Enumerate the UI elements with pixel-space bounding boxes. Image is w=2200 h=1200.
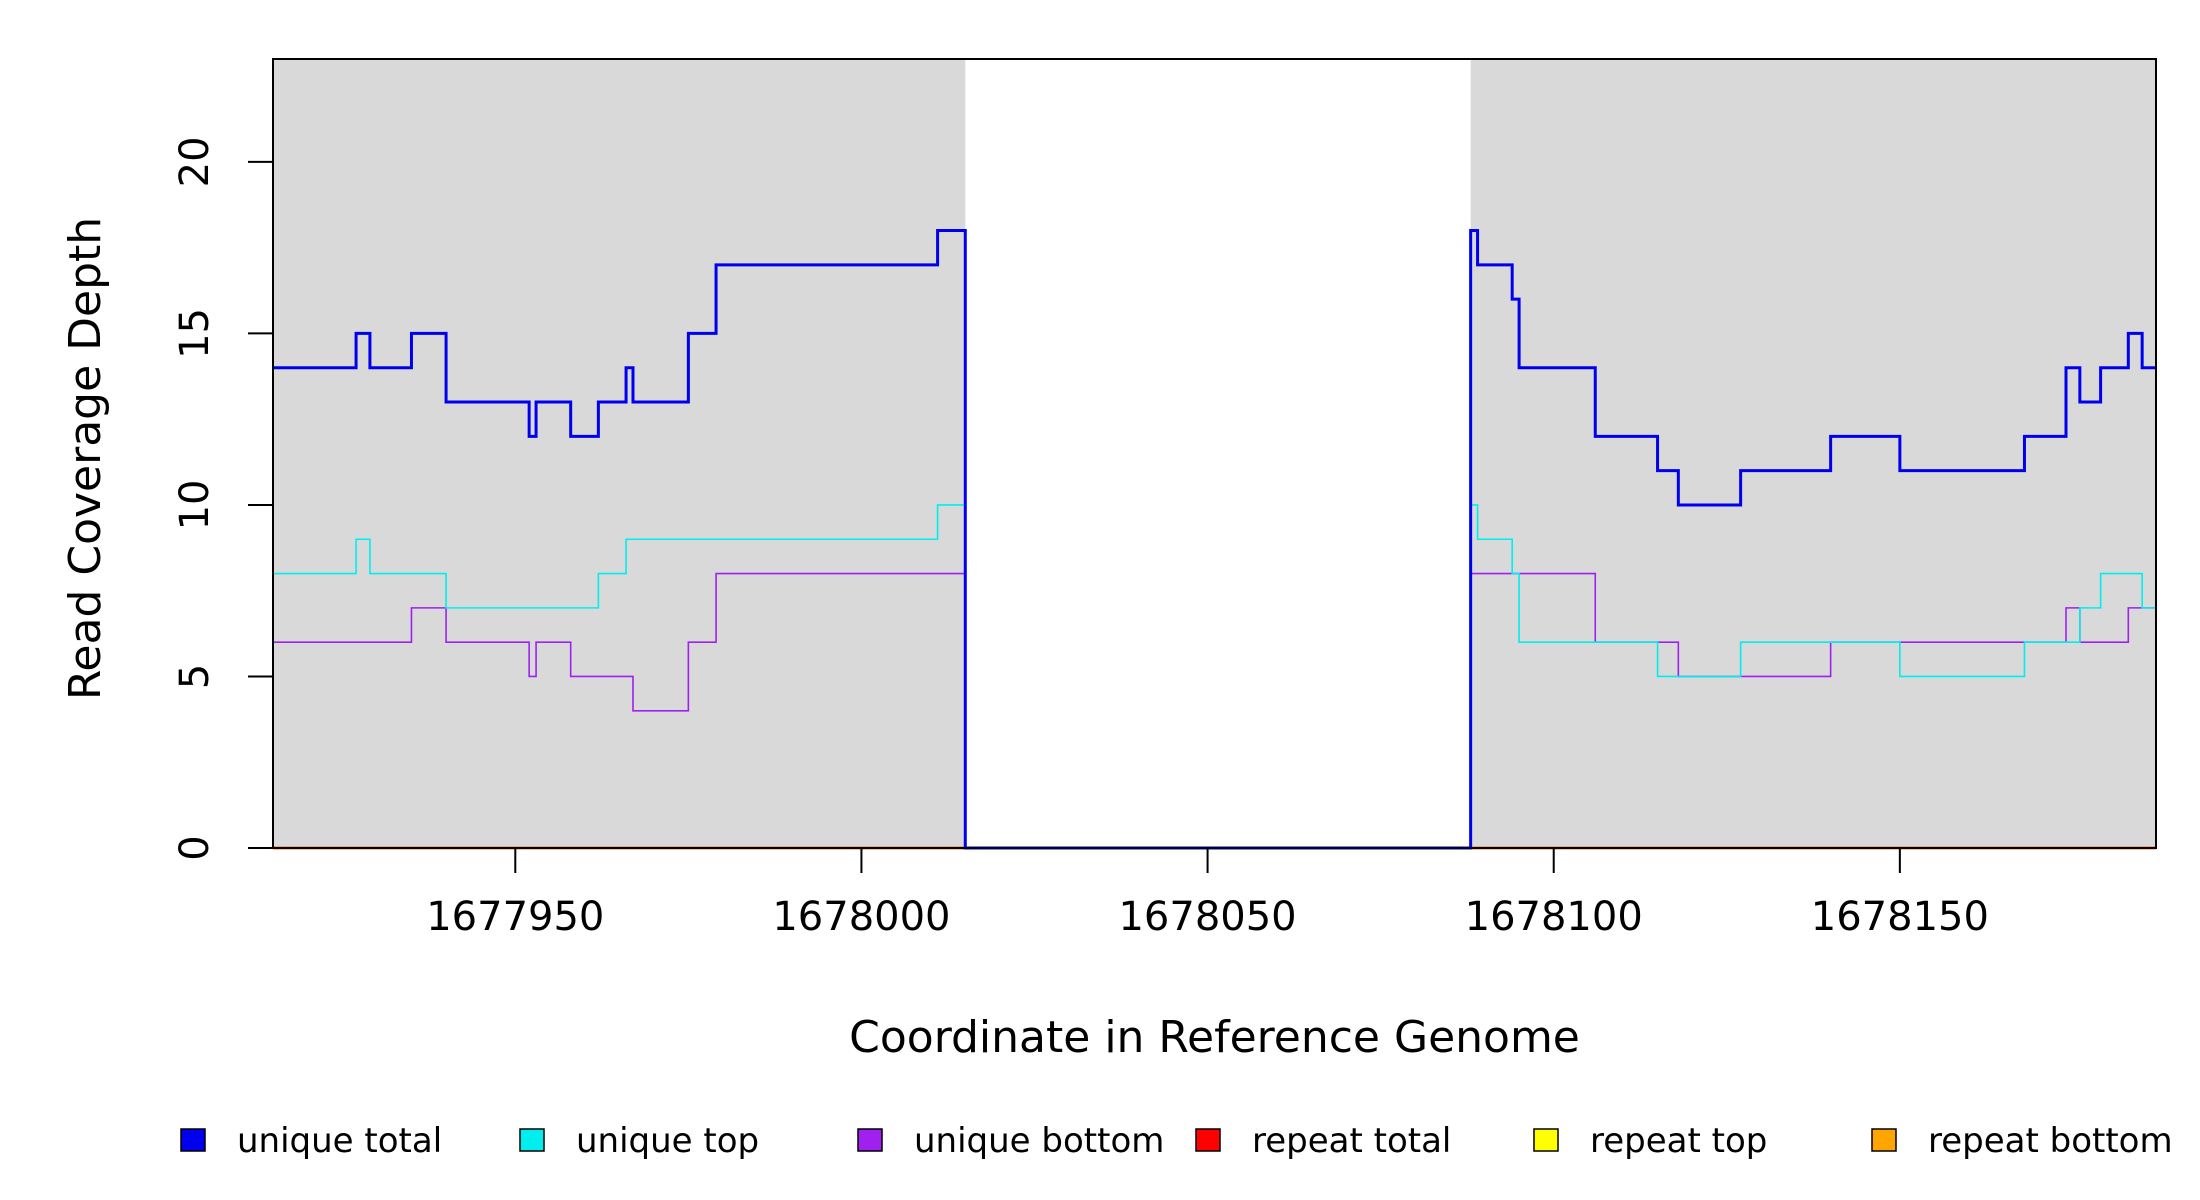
legend: unique total unique top unique bottom repea…: [180, 1121, 2173, 1161]
y-tick-label: 5: [172, 664, 218, 689]
series-line-unique-top: [273, 504, 2156, 849]
y-axis-title: Read Coverage Depth: [60, 217, 111, 700]
legend-swatch: [1195, 1128, 1221, 1152]
legend-swatch: [1533, 1128, 1559, 1152]
shaded-region-2: [1470, 59, 2156, 848]
shaded-region-1: [273, 59, 966, 848]
legend-swatch: [519, 1128, 545, 1152]
y-axis: 0 5 10 15 20: [172, 136, 273, 861]
x-axis-title: Coordinate in Reference Genome: [849, 1012, 1580, 1063]
legend-label: repeat total: [1252, 1121, 1451, 1161]
legend-item-unique-bottom: unique bottom: [857, 1121, 1164, 1161]
legend-label: unique total: [237, 1121, 442, 1161]
y-tick-label: 20: [172, 136, 218, 187]
series-line-unique-total: [273, 229, 2156, 850]
series-line-unique-bottom: [273, 572, 2156, 849]
x-tick-label: 1678050: [1118, 894, 1296, 940]
y-tick-label: 0: [172, 835, 218, 860]
y-tick-label: 15: [172, 308, 218, 359]
legend-swatch: [180, 1128, 206, 1152]
legend-item-unique-total: unique total: [180, 1121, 442, 1161]
legend-swatch: [857, 1128, 883, 1152]
legend-label: repeat bottom: [1928, 1121, 2173, 1161]
x-tick-label: 1678150: [1811, 894, 1989, 940]
x-axis: 1677950 1678000 1678050 1678100 1678150: [426, 848, 1989, 940]
legend-label: unique top: [576, 1121, 759, 1161]
x-tick-label: 1677950: [426, 894, 604, 940]
legend-item-repeat-top: repeat top: [1533, 1121, 1767, 1161]
legend-item-repeat-bottom: repeat bottom: [1871, 1121, 2173, 1161]
legend-label: unique bottom: [914, 1121, 1164, 1161]
plot-frame: [272, 58, 2157, 849]
x-tick-label: 1678100: [1465, 894, 1643, 940]
x-tick-label: 1678000: [772, 894, 950, 940]
legend-item-unique-top: unique top: [519, 1121, 759, 1161]
legend-label: repeat top: [1590, 1121, 1767, 1161]
legend-item-repeat-total: repeat total: [1195, 1121, 1451, 1161]
y-tick-label: 10: [172, 480, 218, 531]
legend-swatch: [1871, 1128, 1897, 1152]
shaded-regions: [273, 59, 2156, 848]
